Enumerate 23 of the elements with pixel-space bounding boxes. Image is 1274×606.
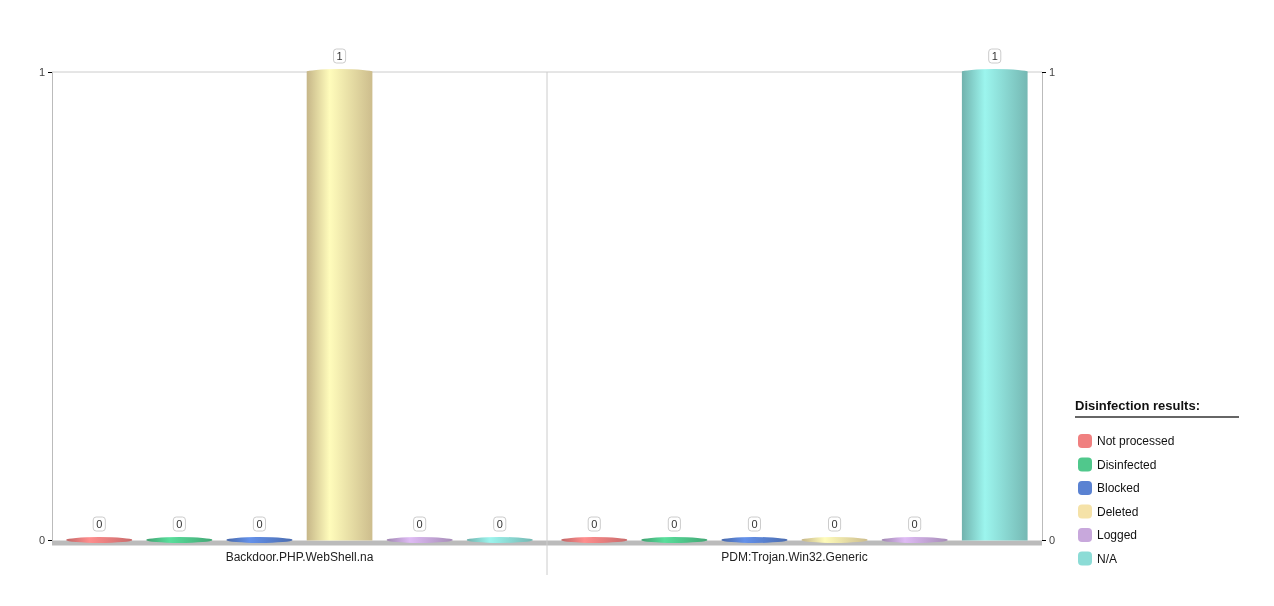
legend-label: Blocked <box>1097 481 1140 495</box>
data-label: 0 <box>496 518 503 530</box>
data-label: 0 <box>751 518 758 530</box>
data-label: 0 <box>176 518 183 530</box>
y2-tick-label: 1 <box>1049 66 1056 79</box>
x-tick-label: PDM:Trojan.Win32.Generic <box>721 550 868 565</box>
data-label: 1 <box>336 50 343 62</box>
legend-label: Disinfected <box>1097 457 1157 472</box>
legend-label: Logged <box>1097 528 1138 542</box>
data-label: 0 <box>671 518 678 530</box>
data-label: 0 <box>831 518 838 530</box>
data-label: 0 <box>416 518 423 530</box>
data-label: 1 <box>991 50 998 62</box>
x-tick-label: Backdoor.PHP.WebShell.na <box>225 550 374 565</box>
legend-label: Deleted <box>1097 504 1139 519</box>
data-label: 0 <box>256 518 263 530</box>
legend-label: N/A <box>1097 551 1118 566</box>
legend-label: Not processed <box>1097 434 1175 448</box>
data-label: 0 <box>911 518 918 530</box>
y2-tick-label: 0 <box>1049 534 1056 547</box>
legend-title: Disinfection results: <box>1075 398 1200 413</box>
data-label: 0 <box>591 518 598 530</box>
data-label: 0 <box>96 518 103 530</box>
